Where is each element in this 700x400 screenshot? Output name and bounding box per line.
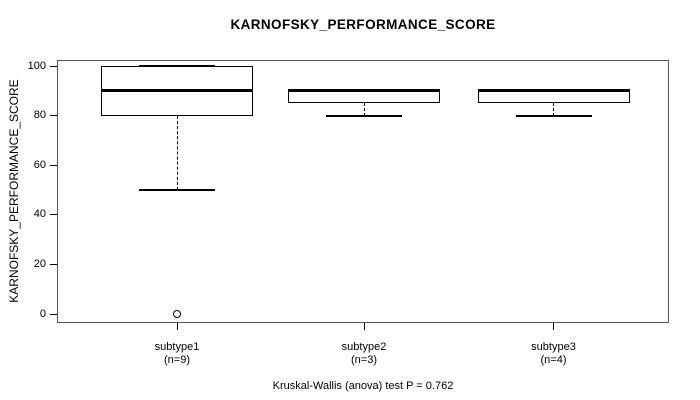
stat-test-caption: Kruskal-Wallis (anova) test P = 0.762 (272, 380, 454, 392)
y-tick-label: 40 (33, 208, 46, 221)
group-label: subtype1 (n=9) (112, 341, 242, 367)
box (288, 90, 440, 104)
group-label-name: subtype1 (154, 341, 200, 353)
y-tick (50, 115, 57, 117)
chart-title: KARNOFSKY_PERFORMANCE_SCORE (230, 17, 496, 32)
y-tick-label: 20 (33, 257, 46, 270)
y-tick-label: 100 (27, 59, 46, 72)
median-line (477, 89, 630, 93)
group-label-name: subtype2 (341, 341, 387, 353)
box (477, 90, 630, 104)
lower-whisker (553, 103, 554, 116)
group-label-n: (n=4) (540, 354, 567, 366)
group-label-n: (n=3) (351, 354, 377, 366)
group-label: subtype3 (n=4) (489, 341, 619, 367)
y-tick (50, 164, 57, 166)
upper-whisker-cap (139, 65, 215, 67)
group-label-n: (n=9) (164, 354, 190, 366)
lower-whisker (176, 115, 178, 190)
x-tick (176, 323, 178, 330)
group-label-name: subtype3 (531, 341, 576, 353)
y-tick (50, 313, 57, 315)
x-tick (553, 323, 554, 330)
y-tick-label: 60 (33, 158, 46, 171)
median-line (288, 89, 440, 93)
y-tick-label: 0 (39, 307, 46, 320)
x-tick (363, 323, 365, 330)
y-tick (50, 214, 57, 216)
outlier-point (173, 310, 181, 318)
y-axis-title: KARNOFSKY_PERFORMANCE_SCORE (7, 79, 21, 303)
y-tick (50, 65, 57, 67)
lower-whisker-cap (326, 114, 402, 117)
lower-whisker (363, 103, 365, 116)
lower-whisker-cap (515, 114, 592, 117)
group-label: subtype2 (n=3) (299, 341, 429, 367)
median-line (101, 89, 253, 93)
lower-whisker-cap (139, 189, 215, 191)
y-tick-label: 80 (33, 109, 46, 122)
y-tick (50, 263, 57, 265)
